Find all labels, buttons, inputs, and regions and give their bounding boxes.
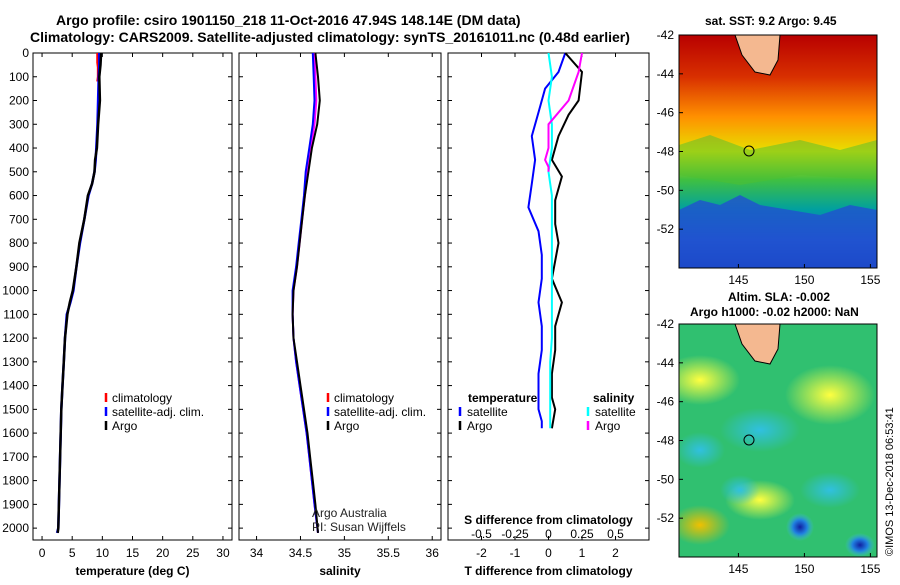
temperature-series-argo: [56, 52, 103, 534]
map-ytick-label: -48: [657, 434, 675, 448]
temperature-panel: 0100200300400500600700800900100011001200…: [2, 46, 233, 578]
difference-xtick-label: 0: [545, 546, 552, 560]
depth-tick-label: 1700: [2, 450, 29, 464]
legend-entry: satellite: [595, 405, 636, 419]
map-ytick-label: -50: [657, 183, 675, 197]
depth-tick-label: 1100: [3, 307, 29, 321]
map-ytick-label: -50: [657, 472, 675, 486]
temperature-xtick-label: 25: [186, 546, 200, 560]
temperature-xtick-label: 30: [216, 546, 230, 560]
timestamp-stamp: ©IMOS 13-Dec-2018 06:53:41: [884, 407, 896, 556]
legend-header-temperature: temperature: [468, 391, 538, 405]
argo-australia-note: Argo Australia: [312, 506, 387, 520]
legend-entry: Argo: [595, 419, 621, 433]
difference-xtick-label: 2: [612, 546, 619, 560]
difference-xtick-label: -2: [476, 546, 487, 560]
depth-tick-label: 100: [9, 70, 29, 84]
title-line-2: Climatology: CARS2009. Satellite-adjuste…: [30, 29, 630, 45]
map-ytick-label: -46: [657, 395, 675, 409]
depth-tick-label: 200: [9, 94, 29, 108]
salinity-xtick-label: 35.5: [377, 546, 401, 560]
map-ytick-label: -42: [657, 317, 675, 331]
map-ytick-label: -44: [657, 356, 675, 370]
depth-tick-label: 1800: [2, 474, 29, 488]
salinity-xlabel: salinity: [319, 564, 361, 578]
temperature-xtick-label: 15: [126, 546, 140, 560]
depth-tick-label: 0: [22, 46, 29, 60]
sla-map-title: Altim. SLA: -0.002: [728, 290, 830, 304]
map-xtick-label: 145: [728, 273, 748, 287]
map-ytick-label: -44: [657, 67, 675, 81]
salinity-plot-frame: [238, 52, 442, 541]
temperature-xtick-label: 10: [96, 546, 110, 560]
diff-s-tick-label: 0: [545, 527, 552, 541]
map-ytick-label: -52: [657, 222, 675, 236]
depth-tick-label: 900: [9, 260, 29, 274]
salinity-panel: 34 34.5 35 35.5 36 salinity climatologysatelli…: [238, 52, 442, 578]
sla-map: Altim. SLA: -0.002 Argo h1000: -0.02 h20…: [657, 290, 881, 576]
diff-s-axis-label: S difference from climatology: [464, 513, 633, 527]
depth-tick-label: 2000: [2, 521, 29, 535]
map-ytick-label: -42: [657, 28, 675, 42]
salinity-xtick-label: 34.5: [289, 546, 313, 560]
map-xtick-label: 150: [794, 273, 814, 287]
depth-tick-label: 1400: [2, 379, 29, 393]
legend-entry: Argo: [334, 419, 360, 433]
map-xtick-label: 155: [860, 273, 880, 287]
difference-xlabel: T difference from climatology: [464, 564, 632, 578]
sst-map-title: sat. SST: 9.2 Argo: 9.45: [705, 14, 837, 28]
legend-entry: Argo: [112, 419, 138, 433]
title-line-1: Argo profile: csiro 1901150_218 11-Oct-2…: [56, 12, 521, 28]
difference-series-temperature-satellite: [527, 52, 567, 429]
difference-panel: -2 -1 0 1 2 T difference from climatology -0.5…: [447, 52, 650, 578]
depth-tick-label: 400: [9, 141, 29, 155]
pi-note: PI: Susan Wijffels: [312, 520, 406, 534]
depth-tick-label: 1900: [2, 497, 29, 511]
depth-tick-label: 700: [9, 212, 29, 226]
salinity-xtick-label: 34: [250, 546, 264, 560]
salinity-series-argo: [291, 52, 321, 533]
sla-map-subtitle: Argo h1000: -0.02 h2000: NaN: [690, 305, 859, 319]
difference-series-salinity-satellite: [547, 52, 553, 429]
map-ytick-label: -52: [657, 511, 675, 525]
difference-series-salinity-argo: [544, 52, 583, 172]
temperature-xtick-label: 5: [69, 546, 76, 560]
temperature-xtick-label: 0: [39, 546, 46, 560]
diff-s-tick-label: 0.25: [570, 527, 594, 541]
diff-s-tick-label: -0.25: [501, 527, 529, 541]
map-ytick-label: -48: [657, 145, 675, 159]
temperature-xtick-label: 20: [156, 546, 170, 560]
sst-map: sat. SST: 9.2 Argo: 9.45 145 150 155 -42 -44…: [657, 14, 881, 287]
depth-tick-label: 1200: [2, 331, 29, 345]
map-xtick-label: 150: [794, 562, 814, 576]
depth-tick-label: 1500: [2, 402, 29, 416]
depth-tick-label: 600: [9, 189, 29, 203]
map-xtick-label: 145: [728, 562, 748, 576]
salinity-xtick-label: 36: [426, 546, 440, 560]
map-ytick-label: -46: [657, 106, 675, 120]
depth-tick-label: 500: [9, 165, 29, 179]
legend-header-salinity: salinity: [593, 391, 635, 405]
depth-tick-label: 1300: [2, 355, 29, 369]
difference-series-temperature-argo: [550, 52, 584, 429]
legend-entry: Argo: [467, 419, 493, 433]
depth-tick-label: 1000: [2, 284, 29, 298]
legend-entry: satellite-adj. clim.: [334, 405, 426, 419]
legend-entry: climatology: [334, 391, 394, 405]
depth-tick-label: 300: [9, 117, 29, 131]
map-xtick-label: 155: [860, 562, 880, 576]
depth-tick-label: 1600: [2, 426, 29, 440]
temperature-xlabel: temperature (deg C): [75, 564, 189, 578]
difference-xtick-label: -1: [510, 546, 521, 560]
diff-s-tick-label: 0.5: [607, 527, 624, 541]
salinity-xtick-label: 35: [338, 546, 352, 560]
legend-entry: climatology: [112, 391, 172, 405]
legend-entry: satellite-adj. clim.: [112, 405, 204, 419]
diff-s-tick-label: -0.5: [471, 527, 492, 541]
difference-xtick-label: 1: [579, 546, 586, 560]
legend-entry: satellite: [467, 405, 508, 419]
depth-tick-label: 800: [9, 236, 29, 250]
temperature-plot-frame: [32, 52, 233, 541]
